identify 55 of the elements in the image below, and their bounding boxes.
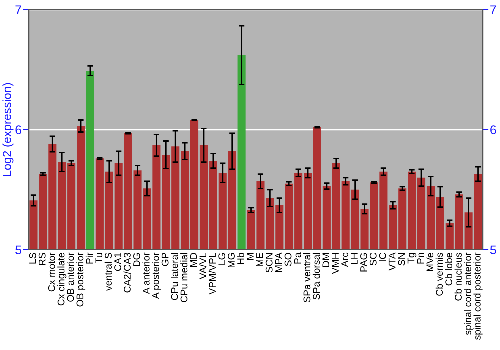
x-tick-label: SN — [398, 253, 406, 266]
x-tick-label: VA/VL — [199, 253, 207, 280]
x-tick-label: A posterior — [152, 252, 162, 300]
y-tick-label: 6 — [16, 126, 22, 134]
x-tick-label: SO — [284, 253, 292, 266]
y2-tick-label: 5 — [490, 246, 496, 255]
x-tick-label: Hb — [237, 253, 244, 264]
x-tick-label: PAG — [360, 253, 368, 272]
x-tick-label: ME — [256, 253, 264, 266]
x-tick-label: GP — [162, 253, 169, 266]
x-tick-label: LS — [29, 253, 36, 264]
x-tick-label: CA2/CA3 — [124, 253, 131, 293]
x-tick-label: Tu — [96, 253, 103, 264]
x-tick-label: OB anterior — [67, 252, 74, 302]
x-tick-label: CA1 — [114, 253, 122, 272]
x-tick-label: MD — [190, 253, 198, 267]
x-tick-label: spinal cord posterior — [474, 252, 483, 340]
x-tick-label: Cb vermis — [436, 253, 444, 296]
x-tick-label: Pn — [417, 253, 424, 264]
x-tick-label: LG — [218, 253, 226, 265]
y-axis-title: Log2 (expression) — [2, 83, 14, 176]
x-tick-label: M — [247, 253, 254, 260]
x-tick-label: RS — [38, 253, 46, 266]
x-tick-label: OB posterior — [76, 252, 86, 307]
x-tick-label: Cx motor — [48, 252, 56, 292]
y-tick-label: 7 — [16, 6, 22, 14]
x-tick-label: MPA — [275, 252, 282, 272]
x-tick-label: VMH — [332, 253, 339, 274]
x-tick-label: VTA — [388, 252, 396, 271]
y2-tick-label: 7 — [490, 6, 496, 14]
x-tick-label: IC — [379, 253, 386, 262]
x-tick-label: ventral S — [104, 253, 112, 292]
y2-tick-label: 6 — [490, 126, 496, 134]
x-tick-label: Pa — [294, 252, 302, 264]
x-tick-label: spinal cord anterior — [464, 252, 474, 336]
y-tick-label: 5 — [16, 246, 22, 255]
x-tick-label: SPa dorsal — [312, 253, 320, 300]
x-tick-label: Pir — [86, 252, 93, 264]
x-tick-label: VPM/VPL — [208, 253, 216, 295]
x-tick-label: DG — [133, 253, 140, 266]
x-tick-label: LH — [351, 253, 358, 264]
x-tick-label: SPa ventral — [303, 253, 311, 302]
x-tick-label: Cb nucleus — [454, 253, 462, 301]
x-tick-label: Tg — [408, 253, 417, 264]
x-tick-label: SC — [370, 253, 377, 266]
x-tick-label: Cx cingulate — [58, 253, 67, 306]
x-tick-label: MVe — [426, 253, 434, 272]
x-tick-label: Cb lobe — [445, 253, 453, 286]
x-tick-label: SCN — [266, 253, 273, 273]
x-tick-label: MG — [228, 253, 235, 268]
x-tick-label: Arc — [342, 252, 348, 268]
x-tick-label: CPu medial — [180, 253, 188, 302]
x-tick-label: A anterior — [142, 252, 150, 294]
x-tick-label: CPu lateral — [171, 253, 178, 300]
x-tick-label: DM — [322, 253, 330, 267]
